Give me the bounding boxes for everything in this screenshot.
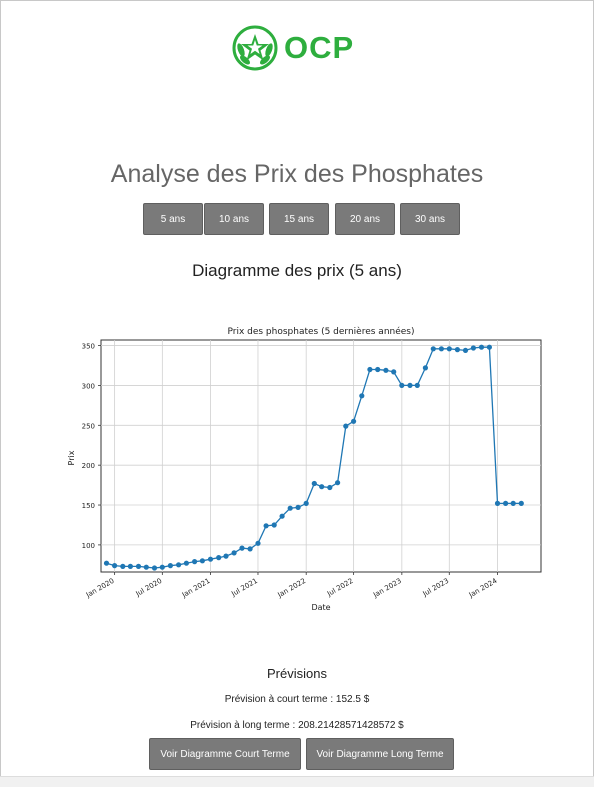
x-tick-label: Jul 2023 bbox=[421, 577, 451, 599]
prevision-court-terme: Prévision à court terme : 152.5 $ bbox=[224, 694, 370, 705]
page-title: Analyse des Prix des Phosphates bbox=[110, 160, 484, 188]
data-point bbox=[486, 344, 492, 350]
x-tick-label: Jan 2021 bbox=[180, 577, 212, 600]
data-point bbox=[470, 345, 476, 351]
data-points bbox=[103, 344, 524, 571]
data-point bbox=[359, 393, 365, 399]
data-point bbox=[223, 553, 229, 559]
range-button-20-ans[interactable]: 20 ans bbox=[335, 203, 395, 235]
data-point bbox=[303, 500, 309, 506]
data-point bbox=[383, 367, 389, 373]
data-point bbox=[430, 346, 436, 352]
x-tick-label: Jan 2022 bbox=[276, 577, 308, 600]
ocp-logo: OCP bbox=[232, 22, 382, 74]
data-point bbox=[343, 423, 349, 429]
range-button-15-ans[interactable]: 15 ans bbox=[269, 203, 329, 235]
horizontal-scrollbar[interactable] bbox=[0, 776, 594, 787]
data-point bbox=[494, 500, 501, 506]
range-button-10-ans[interactable]: 10 ans bbox=[204, 203, 264, 235]
ocp-logo-text: OCP bbox=[284, 30, 355, 65]
data-point bbox=[375, 366, 381, 373]
data-point bbox=[327, 484, 333, 491]
data-point bbox=[263, 523, 269, 529]
y-axis-label: Prix bbox=[67, 450, 76, 465]
data-point bbox=[399, 382, 405, 388]
ocp-emblem-icon bbox=[232, 25, 278, 71]
data-point bbox=[407, 382, 413, 388]
data-point bbox=[159, 564, 165, 570]
data-point bbox=[462, 347, 469, 353]
data-point bbox=[414, 382, 420, 388]
data-point bbox=[279, 513, 285, 519]
x-tick-label: Jul 2020 bbox=[134, 577, 164, 599]
data-point bbox=[151, 565, 158, 571]
data-point bbox=[183, 560, 189, 566]
y-tick-label: 250 bbox=[82, 422, 95, 430]
data-point bbox=[255, 540, 261, 546]
data-point bbox=[351, 418, 357, 424]
data-point bbox=[446, 346, 452, 352]
data-point bbox=[391, 369, 397, 375]
prevision-long-terme: Prévision à long terme : 208.21428571428… bbox=[190, 720, 404, 731]
data-point bbox=[112, 563, 118, 569]
data-point bbox=[247, 546, 253, 552]
data-point bbox=[287, 505, 293, 511]
range-button-5-ans[interactable]: 5 ans bbox=[143, 203, 203, 235]
view-long-term-chart-button[interactable]: Voir Diagramme Long Terme bbox=[306, 738, 454, 770]
x-tick-label: Jan 2024 bbox=[467, 577, 499, 600]
y-tick-label: 200 bbox=[82, 462, 95, 470]
y-tick-label: 350 bbox=[82, 343, 95, 351]
data-point bbox=[143, 564, 149, 570]
data-point bbox=[311, 480, 317, 487]
data-point bbox=[335, 480, 341, 486]
data-point bbox=[167, 563, 173, 569]
data-point bbox=[422, 365, 428, 371]
data-point bbox=[135, 563, 142, 570]
data-point bbox=[319, 484, 325, 490]
y-axis: 100 150 200 250 300 350 bbox=[82, 343, 101, 550]
data-point bbox=[199, 558, 205, 564]
data-point bbox=[367, 366, 373, 373]
data-point bbox=[127, 563, 133, 570]
x-tick-label: Jan 2023 bbox=[371, 577, 403, 600]
x-tick-label: Jan 2020 bbox=[84, 577, 116, 600]
chart-section-title: Diagramme des prix (5 ans) bbox=[192, 261, 402, 280]
y-tick-label: 150 bbox=[82, 502, 95, 510]
x-axis-label: Date bbox=[311, 603, 330, 612]
data-point bbox=[454, 347, 460, 353]
data-point bbox=[239, 545, 245, 551]
y-tick-label: 300 bbox=[82, 382, 95, 390]
data-point bbox=[192, 559, 198, 565]
data-point bbox=[231, 550, 237, 556]
plot-area bbox=[100, 339, 542, 573]
data-point bbox=[438, 346, 444, 352]
x-tick-label: Jul 2021 bbox=[229, 577, 259, 599]
x-axis: Jan 2020 Jul 2020 Jan 2021 Jul 2021 Jan 2022… bbox=[84, 572, 499, 600]
data-point bbox=[510, 500, 516, 506]
data-point bbox=[271, 522, 277, 528]
data-point bbox=[478, 344, 485, 350]
data-point bbox=[503, 500, 509, 506]
data-point bbox=[216, 555, 222, 561]
data-point bbox=[207, 556, 214, 562]
data-point bbox=[295, 504, 301, 510]
data-point bbox=[103, 560, 110, 566]
grid-lines bbox=[101, 340, 541, 572]
x-tick-label: Jul 2022 bbox=[325, 577, 355, 599]
range-button-30-ans[interactable]: 30 ans bbox=[400, 203, 460, 235]
chart-title: Prix des phosphates (5 dernières années) bbox=[227, 326, 414, 337]
data-point bbox=[518, 500, 524, 506]
y-tick-label: 100 bbox=[82, 542, 95, 550]
data-point bbox=[176, 562, 182, 568]
previsions-title: Prévisions bbox=[267, 666, 327, 681]
view-short-term-chart-button[interactable]: Voir Diagramme Court Terme bbox=[149, 738, 301, 770]
data-point bbox=[120, 563, 126, 570]
